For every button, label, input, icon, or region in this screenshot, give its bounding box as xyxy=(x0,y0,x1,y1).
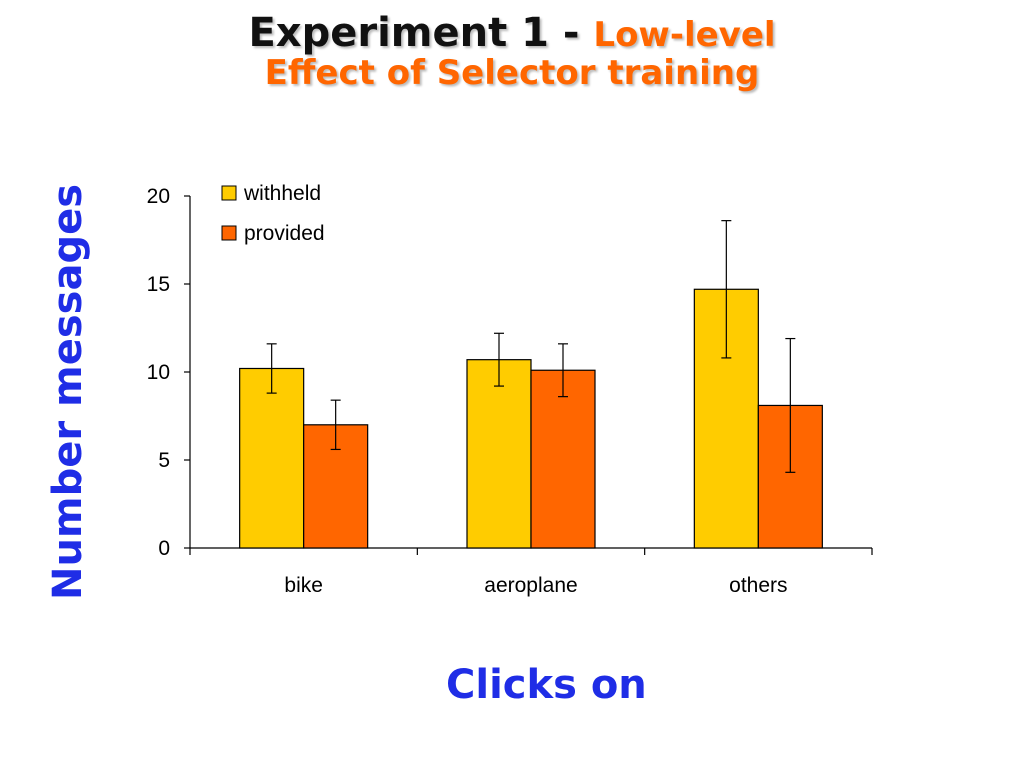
y-tick-label: 20 xyxy=(147,185,170,208)
legend-label-provided: provided xyxy=(244,222,325,245)
legend-swatch-withheld xyxy=(221,185,237,201)
x-axis-label: Clicks on xyxy=(446,662,647,708)
slide-title: Experiment 1 - Low-level Effect of Selec… xyxy=(0,10,1024,94)
y-tick-label: 5 xyxy=(158,449,170,472)
y-tick-label: 15 xyxy=(147,273,170,296)
x-tick-label: bike xyxy=(284,574,323,597)
bar-withheld-aeroplane xyxy=(466,359,532,549)
x-tick-label: others xyxy=(729,574,787,597)
bar-withheld-bike xyxy=(239,367,305,549)
bar-provided-aeroplane xyxy=(530,369,596,549)
title-accent: Low-level xyxy=(593,15,776,55)
title-line-1: Experiment 1 - Low-level xyxy=(0,10,1024,56)
y-tick-label: 10 xyxy=(147,361,170,384)
x-tick-label: aeroplane xyxy=(484,574,577,597)
legend-swatch-provided xyxy=(221,225,237,241)
y-tick-label: 0 xyxy=(158,537,170,560)
legend-label-withheld: withheld xyxy=(243,182,321,205)
title-line-2: Effect of Selector training xyxy=(264,53,760,94)
title-main: Experiment 1 - xyxy=(248,10,594,56)
